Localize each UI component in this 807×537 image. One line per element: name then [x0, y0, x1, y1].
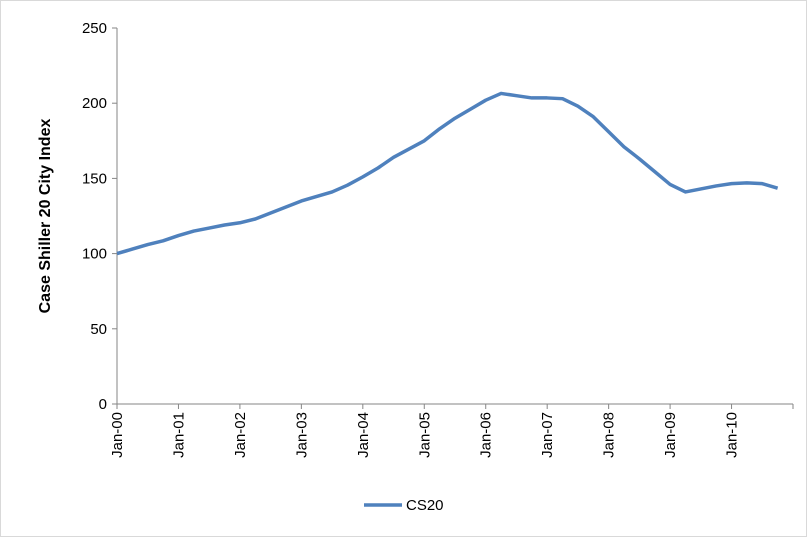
y-tick-label: 0: [99, 396, 107, 413]
x-tick-label: Jan-05: [416, 412, 433, 458]
x-tick-label: Jan-07: [539, 412, 556, 458]
line-series: [116, 91, 779, 256]
x-tick-label: Jan-01: [170, 412, 187, 458]
y-tick-label: 200: [82, 95, 107, 112]
y-axis-label: Case Shiller 20 City Index: [37, 119, 54, 314]
y-tick-label: 150: [82, 170, 107, 187]
y-tick-label: 50: [90, 321, 107, 338]
x-tick-label: Jan-00: [109, 412, 126, 458]
x-tick-label: Jan-08: [601, 412, 618, 458]
x-tick-label: Jan-02: [232, 412, 249, 458]
x-tick-label: Jan-04: [355, 412, 372, 458]
y-tick-label: 100: [82, 246, 107, 263]
legend-label: CS20: [406, 497, 444, 514]
y-tick-label: 250: [82, 20, 107, 37]
x-tick-label: Jan-03: [293, 412, 310, 458]
x-tick-label: Jan-06: [478, 412, 495, 458]
x-tick-label: Jan-10: [724, 412, 741, 458]
x-tick-label: Jan-09: [662, 412, 679, 458]
